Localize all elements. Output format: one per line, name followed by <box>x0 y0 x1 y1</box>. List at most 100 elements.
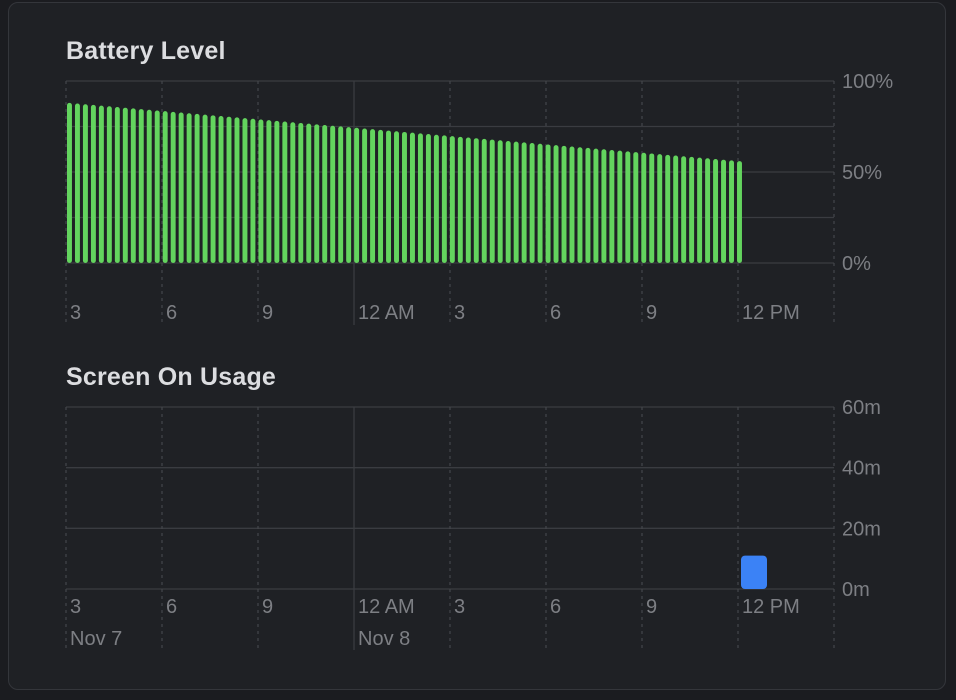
battery-level-chart[interactable]: 100% 50% 0% 3 6 9 12 AM 3 6 9 12 PM <box>65 71 893 325</box>
battery-bar <box>721 159 727 263</box>
x-tick-label: 6 <box>166 302 177 324</box>
battery-bar <box>170 111 176 263</box>
battery-bar <box>689 156 695 263</box>
battery-bar <box>713 159 719 263</box>
battery-bar <box>306 123 312 263</box>
battery-bar <box>489 139 495 263</box>
battery-bar <box>505 140 511 263</box>
battery-bar <box>553 145 559 263</box>
battery-bar <box>473 138 479 263</box>
battery-bar <box>114 107 120 263</box>
battery-bar <box>154 110 160 263</box>
battery-bar <box>146 109 152 263</box>
x-tick-label: 12 PM <box>742 596 800 618</box>
battery-bar <box>330 125 336 263</box>
x-tick-label: 3 <box>70 302 81 324</box>
y-tick-label: 40m <box>842 458 881 480</box>
battery-bar <box>409 132 415 263</box>
battery-bar <box>673 155 679 263</box>
battery-bar <box>298 122 304 264</box>
battery-bar <box>521 142 527 263</box>
battery-bar <box>729 160 734 263</box>
battery-bar <box>665 154 671 263</box>
battery-bar <box>609 149 615 263</box>
battery-bar <box>585 147 591 263</box>
battery-bar <box>266 120 272 263</box>
battery-bar <box>290 122 296 264</box>
x-tick-label: 3 <box>70 596 81 618</box>
y-tick-label: 60m <box>842 397 881 419</box>
screen-usage-bar <box>741 555 767 589</box>
battery-bar <box>370 129 376 263</box>
battery-bar <box>82 104 88 263</box>
battery-bar <box>338 126 344 263</box>
battery-bar <box>322 125 328 263</box>
screen-on-usage-chart[interactable]: 60m 40m 20m 0m 3 6 9 12 AM 3 6 9 12 PM Nov 7 Nov 8 <box>65 397 881 650</box>
battery-bar <box>274 120 280 263</box>
date-label: Nov 7 <box>70 628 122 650</box>
battery-bar <box>633 152 639 263</box>
battery-bar <box>481 138 487 263</box>
x-tick-label: 12 AM <box>358 302 415 324</box>
battery-bar <box>218 116 224 263</box>
x-tick-label: 3 <box>454 596 465 618</box>
battery-bar <box>354 127 360 263</box>
battery-bar <box>250 118 256 263</box>
battery-bar <box>98 105 104 263</box>
x-tick-label: 12 PM <box>742 302 800 324</box>
battery-bar <box>186 113 192 264</box>
battery-bar <box>545 144 551 263</box>
y-tick-label: 0% <box>842 253 871 275</box>
x-tick-label: 9 <box>646 596 657 618</box>
battery-bar <box>425 134 431 263</box>
battery-bar <box>617 150 623 263</box>
battery-bar <box>194 113 200 263</box>
battery-bar <box>90 104 96 263</box>
battery-bar <box>649 153 655 263</box>
battery-bar <box>737 161 742 263</box>
battery-bar <box>130 108 136 264</box>
battery-bar <box>569 146 575 263</box>
y-tick-label: 20m <box>842 518 881 540</box>
x-tick-label: 9 <box>262 596 273 618</box>
battery-bar <box>625 151 631 263</box>
battery-bar <box>537 143 543 263</box>
battery-bar <box>465 137 471 263</box>
battery-bar <box>162 111 168 263</box>
battery-bar <box>433 134 439 263</box>
battery-bar <box>282 121 288 263</box>
battery-bar <box>577 147 583 263</box>
battery-bar <box>178 112 184 264</box>
date-label: Nov 8 <box>358 628 410 650</box>
x-tick-label: 9 <box>646 302 657 324</box>
y-tick-label: 100% <box>842 71 893 93</box>
battery-bar <box>226 116 232 263</box>
x-tick-label: 12 AM <box>358 596 415 618</box>
battery-bar <box>449 136 455 263</box>
battery-bar <box>202 114 208 263</box>
x-tick-label: 6 <box>166 596 177 618</box>
y-tick-label: 0m <box>842 579 870 601</box>
battery-bar <box>346 127 352 264</box>
battery-bar <box>378 129 384 263</box>
x-tick-label: 6 <box>550 596 561 618</box>
battery-bar <box>242 118 248 264</box>
battery-bar <box>106 106 112 263</box>
battery-bar <box>441 135 447 263</box>
battery-bar <box>697 157 703 263</box>
screen-on-usage-title: Screen On Usage <box>66 363 277 391</box>
battery-bar <box>601 149 607 263</box>
battery-bar <box>67 102 72 263</box>
battery-bar <box>258 119 264 263</box>
x-tick-label: 3 <box>454 302 465 324</box>
battery-bar <box>513 141 519 263</box>
battery-bar <box>457 136 463 263</box>
battery-bar <box>593 148 599 263</box>
battery-bar <box>362 128 368 263</box>
y-tick-label: 50% <box>842 162 882 184</box>
battery-bar <box>641 152 647 263</box>
battery-bar <box>705 158 711 263</box>
battery-bar <box>529 143 535 263</box>
battery-bar <box>402 131 407 263</box>
